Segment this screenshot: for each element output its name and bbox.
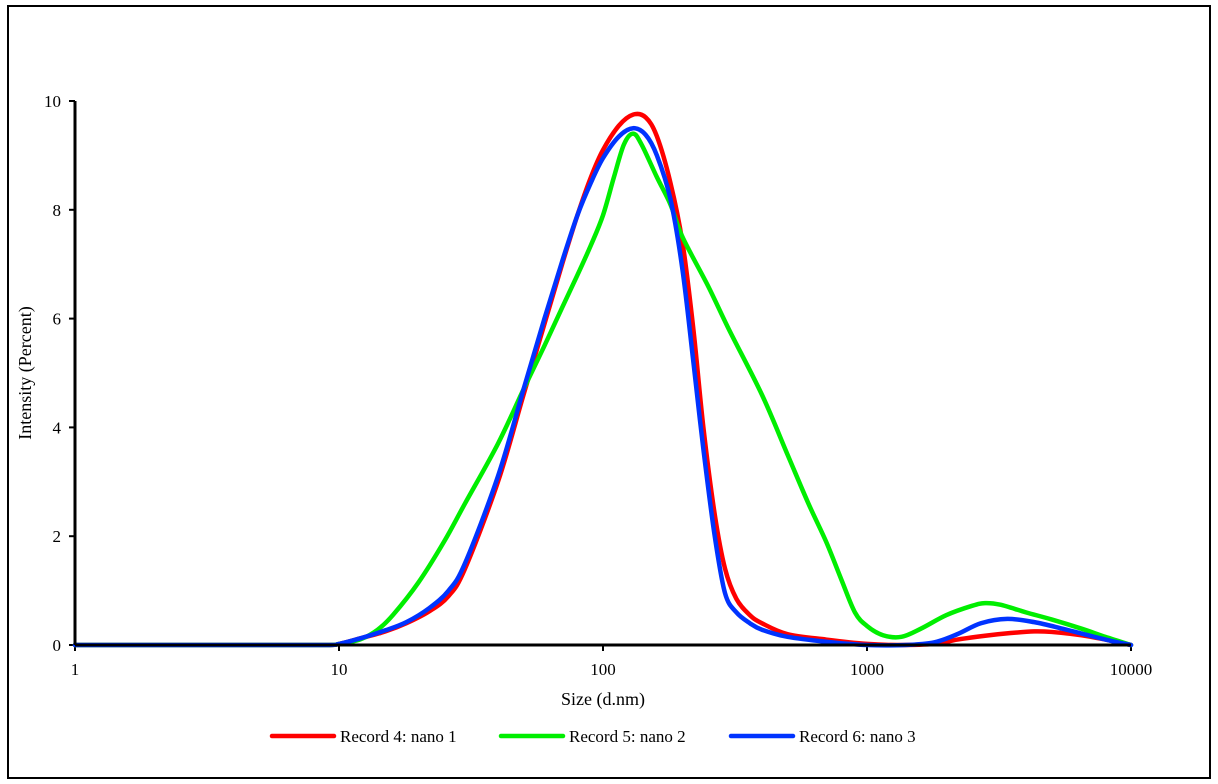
chart-frame <box>7 5 1211 779</box>
y-tick-label: 6 <box>53 310 62 329</box>
y-axis-title: Intensity (Percent) <box>15 306 36 439</box>
y-tick-label: 10 <box>44 92 61 111</box>
legend-label-3: Record 6: nano 3 <box>799 727 916 746</box>
series-group <box>72 111 1134 648</box>
legend-label-1: Record 4: nano 1 <box>340 727 457 746</box>
series-line-2 <box>72 131 1134 648</box>
y-tick-label: 2 <box>53 527 62 546</box>
x-axis-title: Size (d.nm) <box>561 689 645 710</box>
x-tick-label: 1 <box>71 660 80 679</box>
x-tick-label: 1000 <box>850 660 884 679</box>
y-tick-label: 0 <box>53 636 62 655</box>
y-tick-label: 8 <box>53 201 62 220</box>
tick-group: 1 10 100 1000 10000 0 2 4 6 8 10 <box>44 92 1152 679</box>
x-tick-label: 100 <box>590 660 616 679</box>
legend: Record 4: nano 1 Record 5: nano 2 Record 6… <box>269 727 916 746</box>
series-line-3 <box>72 125 1134 648</box>
y-tick-label: 4 <box>53 418 62 437</box>
x-tick-label: 10 <box>331 660 348 679</box>
legend-label-2: Record 5: nano 2 <box>569 727 686 746</box>
x-tick-label: 10000 <box>1110 660 1153 679</box>
